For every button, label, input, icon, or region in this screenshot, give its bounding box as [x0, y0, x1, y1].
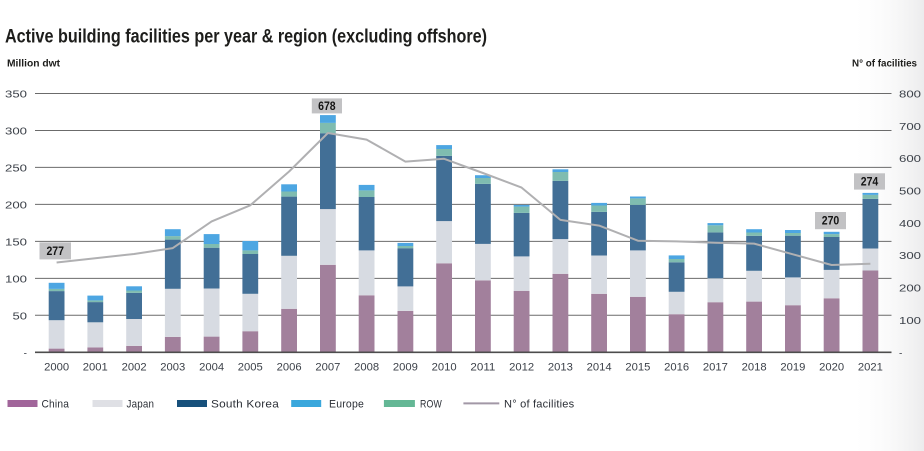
svg-text:2004: 2004	[199, 362, 224, 374]
svg-text:2020: 2020	[819, 362, 844, 374]
svg-text:2005: 2005	[238, 362, 263, 374]
svg-text:N° of facilities: N° of facilities	[852, 59, 917, 70]
svg-text:2001: 2001	[83, 362, 108, 374]
svg-text:100: 100	[899, 316, 922, 327]
svg-text:700: 700	[899, 122, 922, 133]
svg-text:2011: 2011	[470, 362, 495, 374]
svg-text:350: 350	[5, 90, 28, 101]
svg-text:China: China	[42, 399, 70, 411]
svg-text:800: 800	[899, 90, 922, 101]
svg-text:600: 600	[899, 154, 922, 165]
svg-text:2006: 2006	[277, 362, 302, 374]
svg-text:N° of facilities: N° of facilities	[504, 399, 575, 411]
svg-text:Million dwt: Million dwt	[7, 59, 61, 70]
svg-text:2007: 2007	[315, 362, 340, 374]
svg-text:Active building facilities per: Active building facilities per year & re…	[5, 25, 487, 47]
svg-text:Europe: Europe	[329, 399, 364, 411]
svg-text:Japan: Japan	[127, 399, 155, 411]
svg-text:2000: 2000	[44, 362, 69, 374]
svg-text:2013: 2013	[548, 362, 573, 374]
svg-text:2009: 2009	[393, 362, 418, 374]
svg-text:2008: 2008	[354, 362, 379, 374]
svg-text:100: 100	[5, 274, 28, 285]
svg-text:150: 150	[5, 237, 28, 248]
svg-text:400: 400	[899, 219, 922, 230]
svg-text:2003: 2003	[160, 362, 185, 374]
svg-text:2014: 2014	[587, 362, 612, 374]
svg-text:2017: 2017	[703, 362, 728, 374]
svg-text:2010: 2010	[432, 362, 457, 374]
svg-text:50: 50	[13, 311, 28, 322]
svg-text:-: -	[24, 348, 27, 359]
svg-text:300: 300	[5, 127, 28, 138]
svg-text:200: 200	[5, 200, 28, 211]
svg-text:500: 500	[899, 187, 922, 198]
svg-text:277: 277	[46, 246, 64, 258]
svg-text:-: -	[899, 348, 902, 359]
svg-text:South Korea: South Korea	[211, 399, 280, 411]
svg-text:ROW: ROW	[420, 399, 442, 411]
svg-text:2018: 2018	[742, 362, 767, 374]
svg-text:250: 250	[5, 163, 28, 174]
svg-text:300: 300	[899, 251, 922, 262]
svg-text:274: 274	[861, 177, 879, 189]
svg-text:2016: 2016	[664, 362, 689, 374]
svg-text:2019: 2019	[780, 362, 805, 374]
svg-text:2015: 2015	[625, 362, 650, 374]
svg-text:270: 270	[822, 216, 840, 228]
svg-text:2002: 2002	[122, 362, 147, 374]
svg-text:678: 678	[318, 101, 336, 113]
svg-text:200: 200	[899, 284, 922, 295]
svg-text:2021: 2021	[858, 362, 883, 374]
svg-text:2012: 2012	[509, 362, 534, 374]
